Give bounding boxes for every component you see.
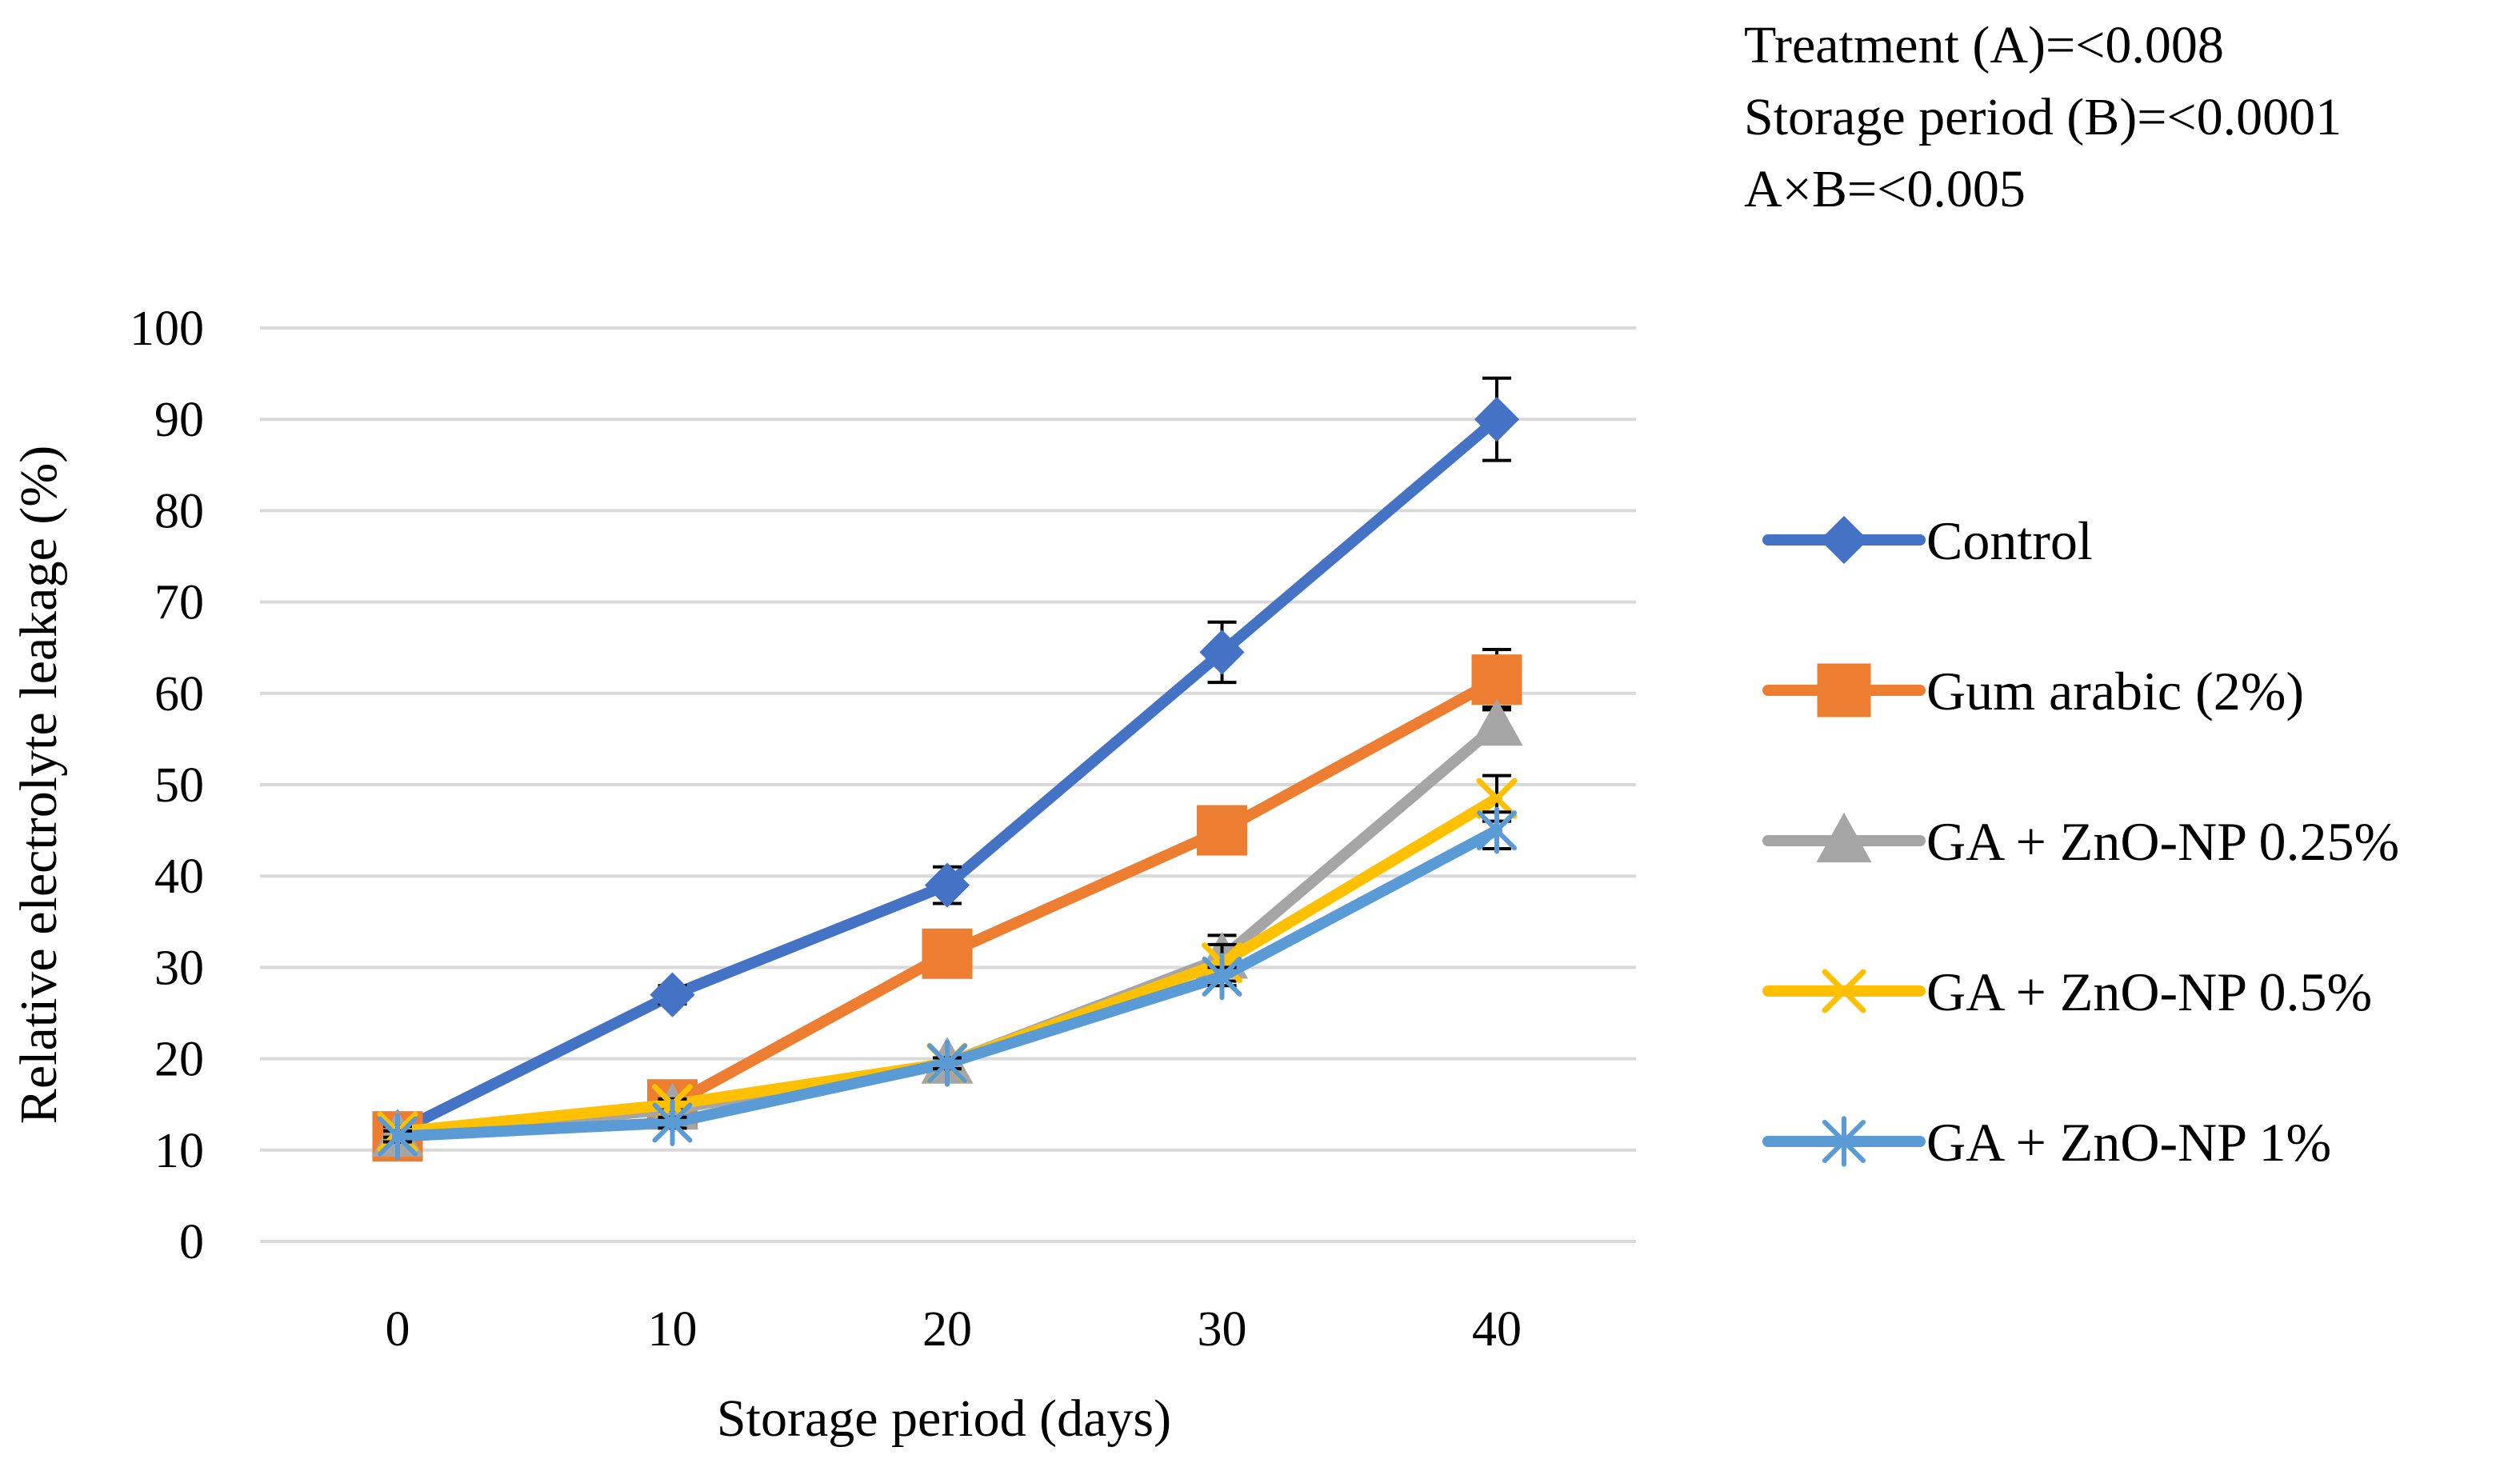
y-tick-label: 100 [130, 302, 204, 356]
data-point [1199, 630, 1245, 675]
x-tick-label: 20 [922, 1302, 972, 1357]
y-tick-label: 30 [154, 941, 204, 995]
data-point [924, 862, 970, 908]
y-tick-label: 90 [154, 393, 204, 447]
legend-marker [1822, 969, 1866, 1013]
y-tick-label: 10 [154, 1124, 204, 1178]
y-tick-label: 80 [154, 484, 204, 538]
data-point [1474, 397, 1520, 442]
gridlines [260, 326, 1636, 1152]
data-point [378, 1113, 418, 1161]
data-point [1471, 654, 1522, 706]
stats-storage-period: Storage period (B)=<0.0001 [1744, 88, 2342, 146]
y-tick-label: 0 [179, 1215, 204, 1269]
y-tick-label: 40 [154, 849, 204, 904]
series-2 [371, 698, 1523, 1157]
legend-item: GA + ZnO-NP 0.5% [1762, 961, 2372, 1022]
legend-marker [1819, 515, 1869, 565]
legend-item: Control [1762, 510, 2093, 571]
y-axis-tick-labels: 0 10 20 30 40 50 60 70 80 90 100 [130, 302, 204, 1269]
x-tick-label: 0 [386, 1302, 410, 1357]
series-4 [378, 806, 1517, 1161]
legend-label: GA + ZnO-NP 0.25% [1926, 811, 2399, 872]
stats-interaction: A×B=<0.005 [1744, 160, 2026, 218]
legend-marker [1822, 1116, 1866, 1167]
data-point [1476, 777, 1518, 819]
y-axis-title: Relative electrolyte leakage (%) [10, 446, 68, 1124]
plot-series [371, 376, 1523, 1162]
data-point [1470, 698, 1523, 746]
legend-label: GA + ZnO-NP 1% [1926, 1112, 2331, 1173]
data-point [1197, 805, 1247, 856]
y-tick-label: 70 [154, 576, 204, 630]
x-tick-label: 10 [648, 1302, 698, 1357]
legend-item: Gum arabic (2%) [1762, 661, 2304, 722]
data-point [922, 928, 973, 979]
stats-treatment: Treatment (A)=<0.008 [1744, 16, 2224, 74]
y-tick-label: 20 [154, 1033, 204, 1087]
x-tick-label: 30 [1198, 1302, 1247, 1357]
y-tick-label: 50 [154, 758, 204, 813]
data-point [927, 1039, 967, 1087]
legend: Control Gum arabic (2%) GA + ZnO-NP 0.25% G… [1762, 510, 2399, 1173]
data-point [1477, 806, 1517, 854]
data-point [650, 972, 695, 1017]
x-axis-title: Storage period (days) [717, 1389, 1171, 1448]
data-point [1202, 953, 1242, 1001]
legend-label: Gum arabic (2%) [1926, 661, 2304, 722]
legend-marker [1817, 663, 1871, 718]
legend-marker [1816, 812, 1872, 863]
y-tick-label: 60 [154, 667, 204, 722]
legend-label: Control [1926, 510, 2093, 571]
x-tick-label: 40 [1472, 1302, 1522, 1357]
legend-item: GA + ZnO-NP 1% [1762, 1112, 2331, 1173]
stats-annotation: Treatment (A)=<0.008 Storage period (B)=… [1744, 16, 2342, 218]
legend-item: GA + ZnO-NP 0.25% [1762, 811, 2399, 872]
data-point [652, 1099, 693, 1146]
x-axis-tick-labels: 0 10 20 30 40 [386, 1302, 1522, 1357]
legend-label: GA + ZnO-NP 0.5% [1926, 961, 2372, 1022]
